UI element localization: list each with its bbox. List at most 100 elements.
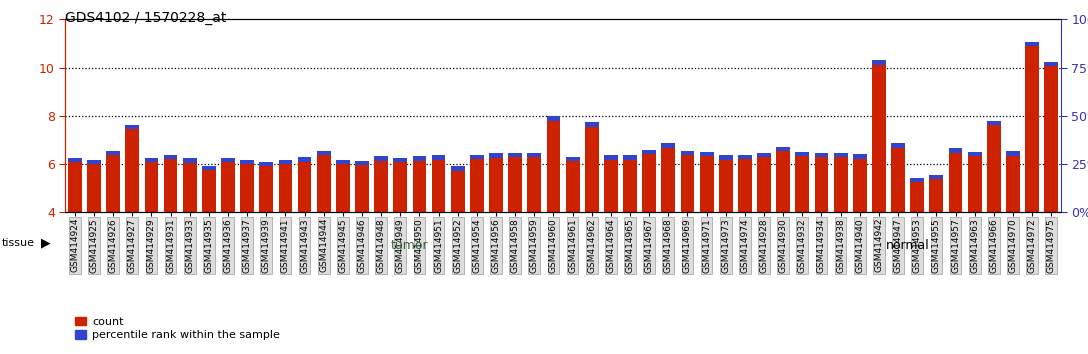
Bar: [929, 179, 943, 212]
Bar: [470, 154, 484, 159]
Bar: [795, 156, 809, 212]
Bar: [738, 154, 752, 159]
Bar: [202, 166, 215, 170]
Bar: [490, 153, 503, 158]
Bar: [1044, 62, 1059, 67]
Bar: [929, 175, 943, 179]
Bar: [833, 158, 848, 212]
Bar: [374, 161, 388, 212]
Bar: [317, 155, 331, 212]
Bar: [67, 162, 82, 212]
Bar: [911, 182, 924, 212]
Bar: [317, 151, 331, 155]
Bar: [853, 159, 867, 212]
Bar: [604, 155, 618, 160]
Bar: [163, 159, 177, 212]
Bar: [355, 161, 369, 165]
Bar: [259, 162, 273, 166]
Bar: [107, 151, 120, 155]
Text: GDS4102 / 1570228_at: GDS4102 / 1570228_at: [65, 11, 226, 25]
Bar: [585, 127, 598, 212]
Bar: [183, 158, 197, 163]
Bar: [87, 160, 101, 164]
Bar: [719, 155, 732, 160]
Bar: [145, 162, 159, 212]
Text: normal: normal: [886, 239, 929, 252]
Bar: [642, 150, 656, 154]
Bar: [87, 164, 101, 212]
Bar: [719, 160, 732, 212]
Bar: [107, 155, 120, 212]
Bar: [987, 121, 1001, 125]
Bar: [777, 151, 790, 212]
Text: ▶: ▶: [41, 237, 51, 250]
Bar: [795, 152, 809, 156]
Bar: [374, 156, 388, 161]
Bar: [681, 155, 694, 212]
Bar: [891, 143, 905, 148]
Bar: [566, 161, 580, 212]
Bar: [240, 164, 254, 212]
Bar: [125, 125, 139, 129]
Bar: [355, 165, 369, 212]
Bar: [221, 162, 235, 212]
Bar: [546, 116, 560, 121]
Bar: [336, 164, 349, 212]
Bar: [202, 170, 215, 212]
Bar: [891, 148, 905, 212]
Bar: [1006, 156, 1019, 212]
Bar: [662, 143, 676, 148]
Bar: [450, 171, 465, 212]
Bar: [508, 158, 522, 212]
Bar: [279, 164, 293, 212]
Bar: [738, 159, 752, 212]
Bar: [757, 158, 771, 212]
Bar: [585, 122, 598, 127]
Bar: [604, 160, 618, 212]
Bar: [623, 155, 636, 160]
Bar: [815, 153, 828, 158]
Bar: [546, 121, 560, 212]
Bar: [259, 166, 273, 212]
Bar: [145, 158, 159, 162]
Bar: [412, 156, 426, 161]
Bar: [67, 158, 82, 162]
Bar: [432, 155, 445, 160]
Text: tissue: tissue: [2, 238, 35, 249]
Bar: [1044, 67, 1059, 212]
Bar: [528, 153, 541, 158]
Bar: [949, 153, 963, 212]
Bar: [528, 158, 541, 212]
Bar: [873, 65, 886, 212]
Bar: [949, 148, 963, 153]
Bar: [432, 160, 445, 212]
Bar: [700, 152, 714, 156]
Bar: [777, 147, 790, 151]
Bar: [967, 152, 981, 156]
Bar: [490, 158, 503, 212]
Bar: [298, 158, 311, 162]
Bar: [853, 154, 867, 159]
Bar: [1025, 42, 1039, 46]
Bar: [642, 154, 656, 212]
Bar: [279, 160, 293, 164]
Bar: [623, 160, 636, 212]
Bar: [967, 156, 981, 212]
Bar: [1025, 46, 1039, 212]
Bar: [163, 154, 177, 159]
Bar: [1006, 152, 1019, 156]
Bar: [566, 157, 580, 161]
Text: tumor: tumor: [391, 239, 429, 252]
Bar: [681, 151, 694, 155]
Bar: [450, 166, 465, 171]
Bar: [757, 153, 771, 158]
Bar: [470, 159, 484, 212]
Bar: [183, 163, 197, 212]
Bar: [508, 153, 522, 158]
Bar: [833, 153, 848, 158]
Bar: [815, 158, 828, 212]
Bar: [394, 158, 407, 162]
Bar: [662, 148, 676, 212]
Bar: [298, 162, 311, 212]
Bar: [221, 158, 235, 162]
